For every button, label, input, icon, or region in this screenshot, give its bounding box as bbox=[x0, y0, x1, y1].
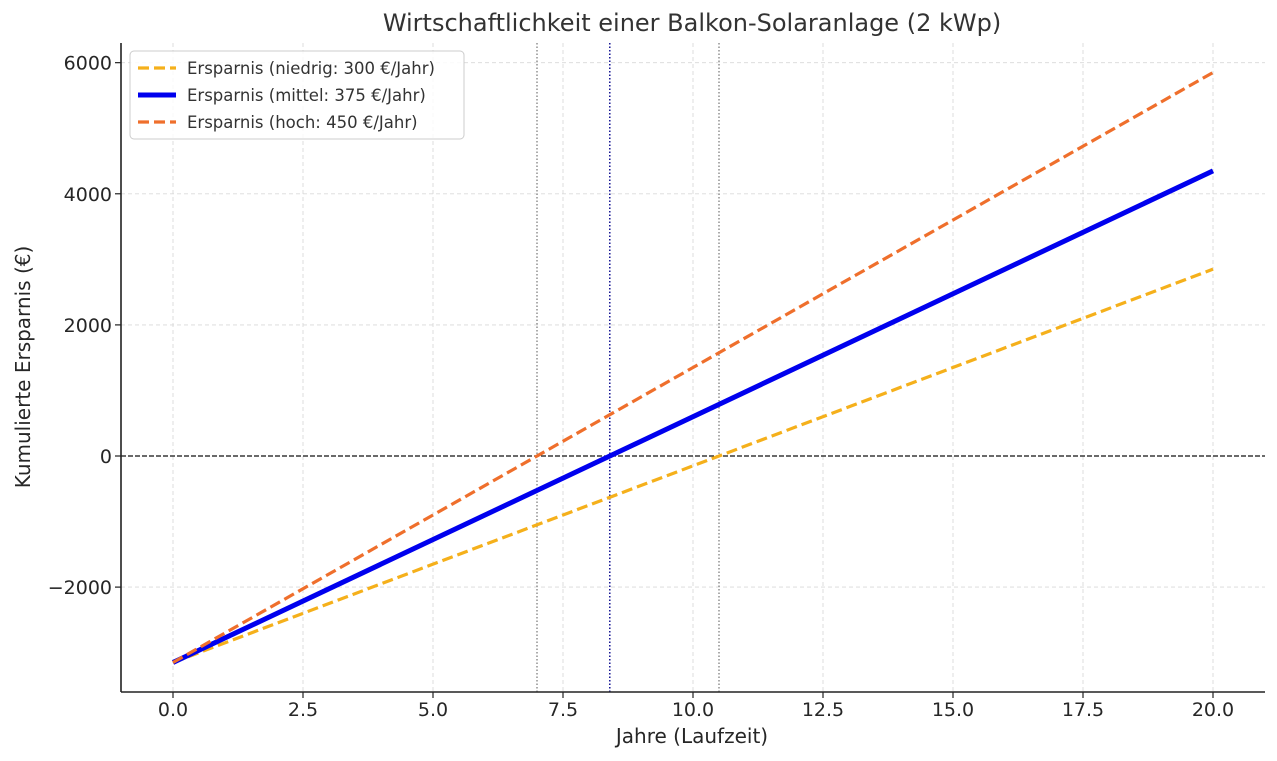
legend: Ersparnis (niedrig: 300 €/Jahr) Ersparnis… bbox=[129, 50, 465, 140]
x-tick-label: 0.0 bbox=[158, 699, 188, 721]
x-tick-label: 7.5 bbox=[548, 699, 578, 721]
series-line-niedrig bbox=[172, 267, 1214, 664]
legend-label-niedrig: Ersparnis (niedrig: 300 €/Jahr) bbox=[187, 59, 435, 78]
y-tick-label: 2000 bbox=[64, 315, 112, 337]
x-tick-label: 20.0 bbox=[1192, 699, 1234, 721]
series-line-mittel bbox=[171, 168, 1215, 665]
legend-label-hoch: Ersparnis (hoch: 450 €/Jahr) bbox=[187, 113, 418, 132]
y-tick-label: −2000 bbox=[48, 577, 112, 599]
chart-title: Wirtschaftlichkeit einer Balkon-Solaranl… bbox=[383, 9, 1001, 37]
x-axis-label: Jahre (Laufzeit) bbox=[614, 724, 768, 748]
x-tick-label: 12.5 bbox=[802, 699, 844, 721]
legend-label-mittel: Ersparnis (mittel: 375 €/Jahr) bbox=[187, 86, 426, 105]
tick-labels: 0.0 2.5 5.0 7.5 10.0 12.5 15.0 17.5 20.0 −2000 0 20… bbox=[48, 53, 1234, 721]
reference-lines bbox=[121, 43, 1265, 692]
x-tick-label: 15.0 bbox=[932, 699, 974, 721]
y-tick-label: 6000 bbox=[64, 53, 112, 75]
x-tick-label: 17.5 bbox=[1062, 699, 1104, 721]
x-tick-label: 2.5 bbox=[288, 699, 318, 721]
y-tick-label: 4000 bbox=[64, 184, 112, 206]
legend-box bbox=[129, 50, 465, 140]
series-lines bbox=[171, 71, 1215, 665]
x-tick-label: 5.0 bbox=[418, 699, 448, 721]
y-tick-label: 0 bbox=[100, 446, 112, 468]
x-tick-label: 10.0 bbox=[672, 699, 714, 721]
y-axis-label: Kumulierte Ersparnis (€) bbox=[11, 246, 35, 489]
axes bbox=[115, 43, 1265, 698]
series-line-hoch bbox=[172, 71, 1214, 664]
